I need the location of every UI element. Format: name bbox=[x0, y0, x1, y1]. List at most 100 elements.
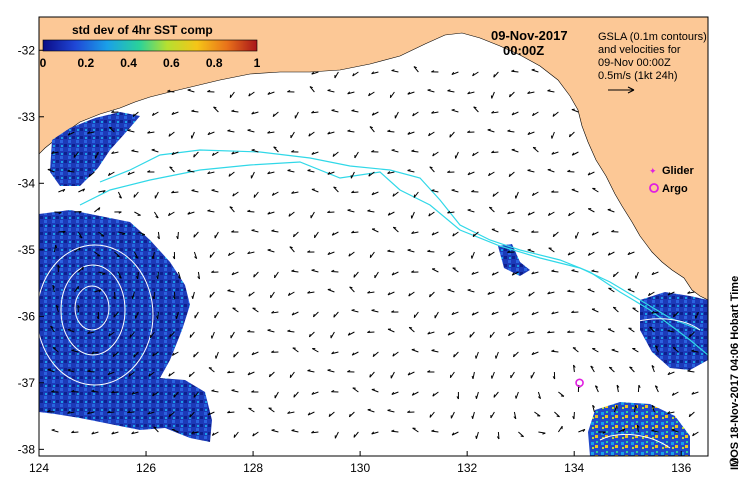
velocity-arrow-head bbox=[456, 396, 459, 400]
velocity-arrow-head bbox=[311, 151, 315, 155]
velocity-arrow-head bbox=[587, 329, 591, 332]
velocity-arrow bbox=[391, 271, 399, 276]
argo-icon bbox=[649, 183, 659, 193]
velocity-arrow bbox=[311, 391, 319, 395]
velocity-arrow-head bbox=[567, 289, 571, 292]
velocity-arrow bbox=[392, 191, 399, 197]
velocity-arrow-head bbox=[491, 311, 495, 315]
velocity-arrow-head bbox=[671, 428, 675, 431]
velocity-arrow bbox=[231, 151, 239, 155]
velocity-arrow bbox=[47, 169, 55, 173]
velocity-arrow-head bbox=[82, 266, 84, 271]
velocity-arrow bbox=[368, 91, 375, 97]
velocity-arrow bbox=[131, 431, 139, 435]
velocity-arrow bbox=[354, 151, 359, 159]
velocity-arrow bbox=[651, 365, 655, 373]
velocity-arrow-head bbox=[91, 389, 95, 392]
velocity-arrow-head bbox=[432, 393, 435, 397]
velocity-arrow-head bbox=[391, 69, 395, 72]
velocity-arrow-head bbox=[616, 384, 620, 388]
velocity-arrow-head bbox=[311, 71, 315, 75]
velocity-arrow bbox=[208, 367, 215, 373]
velocity-arrow-head bbox=[151, 255, 154, 260]
velocity-arrow-head bbox=[51, 151, 55, 154]
velocity-arrow bbox=[475, 391, 479, 399]
velocity-arrow-head bbox=[411, 392, 415, 396]
velocity-arrow bbox=[293, 231, 299, 238]
velocity-arrow-head bbox=[207, 412, 211, 416]
velocity-arrow bbox=[527, 211, 535, 216]
velocity-arrow bbox=[330, 331, 335, 339]
velocity-arrow-head bbox=[67, 132, 71, 136]
velocity-arrow bbox=[54, 211, 62, 214]
velocity-arrow bbox=[131, 391, 139, 395]
velocity-arrow-head bbox=[427, 88, 431, 91]
velocity-arrow-head bbox=[538, 396, 541, 400]
velocity-arrow-head bbox=[107, 372, 111, 376]
velocity-arrow-head bbox=[367, 408, 371, 411]
velocity-arrow-head bbox=[102, 190, 106, 193]
velocity-arrow bbox=[311, 269, 319, 273]
velocity-arrow bbox=[168, 371, 175, 377]
velocity-arrow bbox=[411, 231, 419, 235]
velocity-arrow bbox=[153, 211, 159, 219]
velocity-arrow bbox=[211, 390, 219, 393]
velocity-arrow-head bbox=[369, 374, 371, 378]
velocity-arrow bbox=[187, 89, 195, 93]
velocity-arrow bbox=[271, 311, 279, 314]
velocity-arrow bbox=[488, 206, 495, 213]
colorbar-tick-label: 0.8 bbox=[206, 56, 223, 70]
velocity-arrow bbox=[372, 351, 379, 357]
velocity-arrow-head bbox=[167, 89, 171, 92]
velocity-arrow-head bbox=[487, 128, 491, 131]
velocity-arrow bbox=[472, 371, 475, 379]
velocity-arrow bbox=[287, 330, 295, 333]
velocity-arrow bbox=[371, 431, 379, 435]
velocity-arrow-head bbox=[211, 189, 215, 191]
velocity-arrow bbox=[451, 431, 459, 436]
velocity-arrow bbox=[351, 231, 359, 234]
velocity-arrow-head bbox=[267, 91, 271, 95]
sst-patch-shelf bbox=[498, 244, 530, 276]
velocity-arrow-head bbox=[635, 404, 638, 409]
velocity-arrow bbox=[427, 331, 435, 335]
velocity-arrow-head bbox=[175, 315, 178, 319]
velocity-arrow-head bbox=[147, 411, 151, 415]
velocity-arrow-head bbox=[291, 429, 295, 431]
velocity-arrow-head bbox=[188, 373, 191, 377]
velocity-arrow-head bbox=[411, 231, 415, 234]
velocity-arrow bbox=[497, 431, 500, 440]
velocity-arrow-head bbox=[52, 347, 56, 349]
velocity-arrow-head bbox=[692, 432, 695, 437]
velocity-arrow bbox=[651, 430, 659, 433]
velocity-arrow-head bbox=[87, 411, 91, 415]
velocity-arrow bbox=[98, 190, 106, 193]
velocity-arrow bbox=[248, 407, 255, 413]
velocity-arrow-head bbox=[292, 233, 295, 238]
velocity-arrow bbox=[168, 211, 175, 217]
velocity-arrow bbox=[575, 231, 579, 239]
velocity-arrow-head bbox=[527, 212, 531, 216]
velocity-arrow bbox=[667, 291, 675, 296]
velocity-arrow-head bbox=[177, 276, 181, 280]
velocity-arrow-head bbox=[88, 173, 91, 177]
velocity-arrow bbox=[515, 191, 519, 199]
velocity-arrow bbox=[428, 211, 435, 217]
velocity-arrow-head bbox=[688, 413, 691, 417]
colorbar-tick-label: 0 bbox=[40, 56, 47, 70]
velocity-arrow bbox=[527, 331, 535, 334]
velocity-arrow-head bbox=[590, 365, 594, 368]
velocity-arrow-head bbox=[428, 132, 431, 137]
velocity-arrow bbox=[371, 309, 379, 313]
velocity-arrow bbox=[348, 331, 355, 336]
velocity-arrow bbox=[267, 171, 275, 175]
velocity-arrow bbox=[308, 131, 315, 137]
velocity-arrow-head bbox=[347, 209, 351, 211]
velocity-arrow-head bbox=[411, 149, 415, 152]
velocity-arrow-head bbox=[507, 129, 511, 132]
velocity-arrow bbox=[152, 251, 155, 259]
velocity-arrow-head bbox=[288, 213, 291, 217]
velocity-arrow bbox=[47, 369, 55, 373]
velocity-arrow bbox=[488, 171, 495, 177]
